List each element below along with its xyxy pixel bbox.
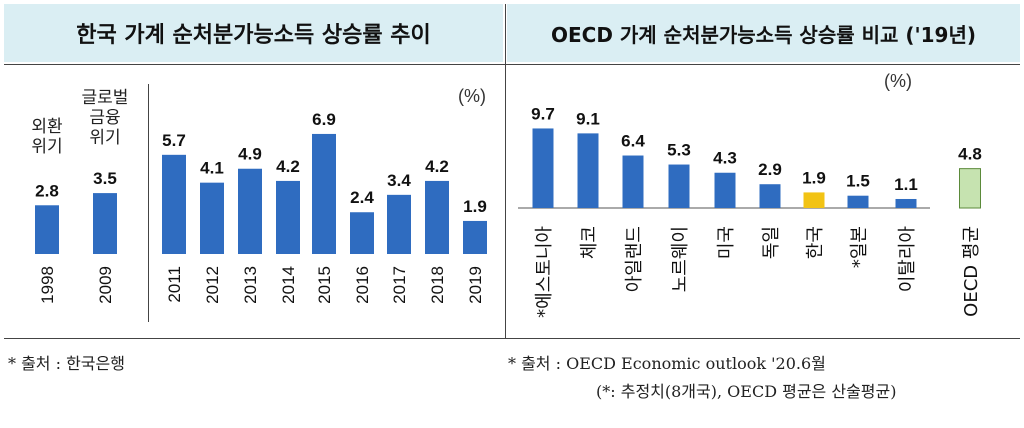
value-label-*에스토니아: 9.7 xyxy=(531,104,555,123)
x-tick-label-이탈리아: 이탈리아 xyxy=(897,226,918,293)
crisis-label: 위기 xyxy=(89,128,120,148)
x-tick-label-2012: 2012 xyxy=(203,266,222,304)
value-label-2012: 4.1 xyxy=(200,159,224,178)
value-label-2017: 3.4 xyxy=(387,171,411,190)
bar-노르웨이 xyxy=(668,164,690,208)
crisis-label: 위기 xyxy=(31,137,62,157)
x-tick-label-독일: 독일 xyxy=(761,226,782,259)
x-tick-label-2018: 2018 xyxy=(428,266,447,304)
left-unit-label: (%) xyxy=(458,86,486,106)
bar-2016 xyxy=(350,212,374,254)
right-chart-title: OECD 가계 순처분가능소득 상승률 비교 ('19년) xyxy=(507,4,1020,62)
x-tick-label-한국: 한국 xyxy=(805,226,826,259)
value-label-2018: 4.2 xyxy=(425,157,449,176)
x-tick-label-미국: 미국 xyxy=(716,226,737,259)
bar-2018 xyxy=(425,180,449,254)
bar-*에스토니아 xyxy=(532,128,554,208)
source-right-line1: * 출처 : OECD Economic outlook '20.6월 xyxy=(508,354,826,373)
crisis-label: 외환 xyxy=(31,117,62,137)
bar-2017 xyxy=(387,194,411,254)
x-tick-label-2013: 2013 xyxy=(241,266,260,304)
bar-2015 xyxy=(312,133,336,254)
x-tick-label-2014: 2014 xyxy=(279,266,298,304)
header-underline xyxy=(4,64,1020,65)
bar-*일본 xyxy=(847,195,869,208)
bar-이탈리아 xyxy=(895,198,917,208)
crisis-label: 금융 xyxy=(89,108,120,128)
bar-독일 xyxy=(759,184,781,208)
value-label-1998: 2.8 xyxy=(35,181,59,200)
x-tick-label-2017: 2017 xyxy=(390,266,409,304)
value-label-아일랜드: 6.4 xyxy=(621,132,645,151)
x-tick-label-*에스토니아: *에스토니아 xyxy=(534,226,555,318)
bar-아일랜드 xyxy=(622,155,644,208)
x-tick-label-1998: 1998 xyxy=(38,266,57,304)
bar-OECD 평균 xyxy=(959,168,981,209)
x-tick-label-*일본: *일본 xyxy=(849,226,870,268)
x-tick-label-아일랜드: 아일랜드 xyxy=(624,226,645,292)
left-chart-separator xyxy=(148,84,149,322)
value-label-체코: 9.1 xyxy=(576,109,600,128)
value-label-2011: 5.7 xyxy=(162,131,186,150)
right-bar-chart: (%) 9.7 *에스토니아 9.1 체코 6.4 아일랜드 5.3 노르웨이 4.3 미국 2.9 독… xyxy=(518,71,982,318)
x-tick-label-체코: 체코 xyxy=(579,226,600,259)
value-label-한국: 1.9 xyxy=(802,168,826,187)
x-tick-label-2016: 2016 xyxy=(353,266,372,304)
bar-2012 xyxy=(200,182,224,254)
bar-2011 xyxy=(162,154,186,254)
x-tick-label-OECD 평균: OECD 평균 xyxy=(961,226,982,317)
value-label-2016: 2.4 xyxy=(350,188,374,207)
bar-1998 xyxy=(35,205,59,254)
bar-2013 xyxy=(238,168,262,254)
value-label-이탈리아: 1.1 xyxy=(894,175,918,194)
value-label-독일: 2.9 xyxy=(758,160,782,179)
bar-2014 xyxy=(276,180,300,254)
left-chart-title: 한국 가계 순처분가능소득 상승률 추이 xyxy=(4,4,503,62)
value-label-노르웨이: 5.3 xyxy=(667,141,691,160)
x-tick-label-2015: 2015 xyxy=(315,266,334,304)
bar-체코 xyxy=(577,133,599,208)
value-label-*일본: 1.5 xyxy=(846,172,870,191)
value-label-2014: 4.2 xyxy=(276,157,300,176)
x-tick-label-노르웨이: 노르웨이 xyxy=(670,226,691,292)
value-label-2019: 1.9 xyxy=(463,197,487,216)
x-tick-label-2009: 2009 xyxy=(96,266,115,304)
chart-bottom-rule xyxy=(4,338,1020,339)
value-label-2013: 4.9 xyxy=(238,145,262,164)
value-label-미국: 4.3 xyxy=(713,149,737,168)
x-tick-label-2019: 2019 xyxy=(466,266,485,304)
right-unit-label: (%) xyxy=(884,71,912,91)
panel-divider xyxy=(505,4,506,338)
bar-2019 xyxy=(463,220,487,254)
source-left: * 출처 : 한국은행 xyxy=(8,354,125,373)
value-label-OECD 평균: 4.8 xyxy=(958,145,982,164)
value-label-2015: 6.9 xyxy=(312,110,336,129)
x-tick-label-2011: 2011 xyxy=(165,266,184,303)
value-label-2009: 3.5 xyxy=(93,169,117,188)
bar-미국 xyxy=(714,172,736,208)
bar-한국 xyxy=(803,192,825,208)
source-right-line2: (*: 추정치(8개국), OECD 평균은 산술평균) xyxy=(596,382,897,401)
bar-2009 xyxy=(93,193,117,254)
crisis-label: 글로벌 xyxy=(82,88,129,108)
left-bar-chart: (%)외환위기글로벌금융위기2.819983.520095.720114.120… xyxy=(31,86,487,304)
